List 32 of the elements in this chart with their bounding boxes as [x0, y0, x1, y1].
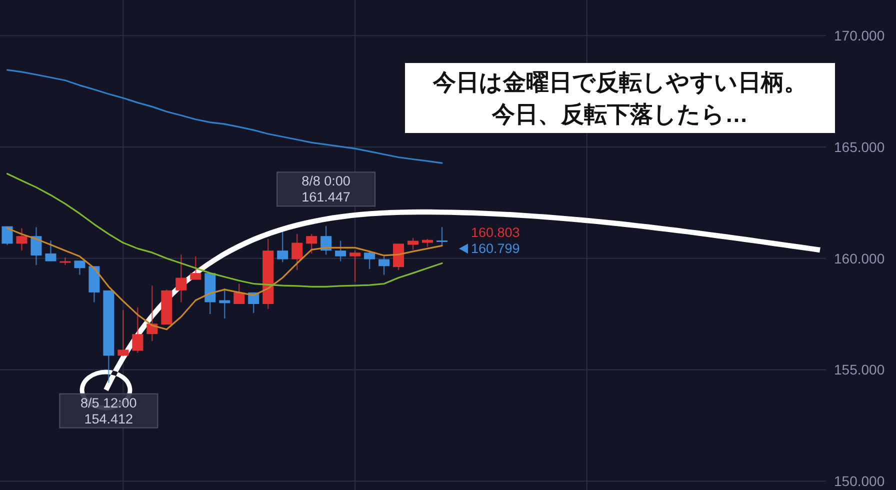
annotation: 今日、反転下落したら…	[491, 101, 748, 127]
candlestick	[436, 226, 448, 246]
line-series	[6, 172, 443, 288]
y-tick-label: 165.000	[834, 139, 885, 155]
candlestick	[190, 256, 202, 280]
y-tick-label: 155.000	[834, 362, 885, 378]
candlestick	[60, 256, 71, 266]
candlestick	[277, 231, 288, 263]
annotation: 今日は金曜日で反転しやすい日柄。	[432, 69, 807, 95]
y-tick-label: 170.000	[834, 28, 885, 44]
candlestick	[378, 256, 390, 276]
candlestick	[16, 228, 28, 252]
candlestick	[306, 233, 318, 254]
candlestick	[364, 250, 376, 270]
candlestick	[335, 240, 346, 262]
annotation: 8/5 12:00 154.412	[80, 395, 137, 426]
candlestick	[132, 306, 144, 354]
candlestick	[118, 309, 129, 357]
candlestick	[74, 260, 86, 276]
y-tick-label: 160.000	[834, 250, 885, 266]
candlestick	[292, 233, 303, 271]
candlestick	[350, 250, 361, 282]
candlestick	[234, 283, 245, 305]
candlestick	[407, 237, 419, 250]
annotation: 160.803	[470, 225, 520, 240]
y-tick-label: 150.000	[834, 473, 885, 490]
candlestick	[219, 288, 230, 320]
candlestick	[176, 254, 187, 303]
candlestick	[45, 240, 56, 262]
candlestick	[30, 226, 42, 266]
annotation: 8/8 0:00 161.447	[302, 174, 350, 205]
annotation: 160.799	[470, 241, 520, 256]
